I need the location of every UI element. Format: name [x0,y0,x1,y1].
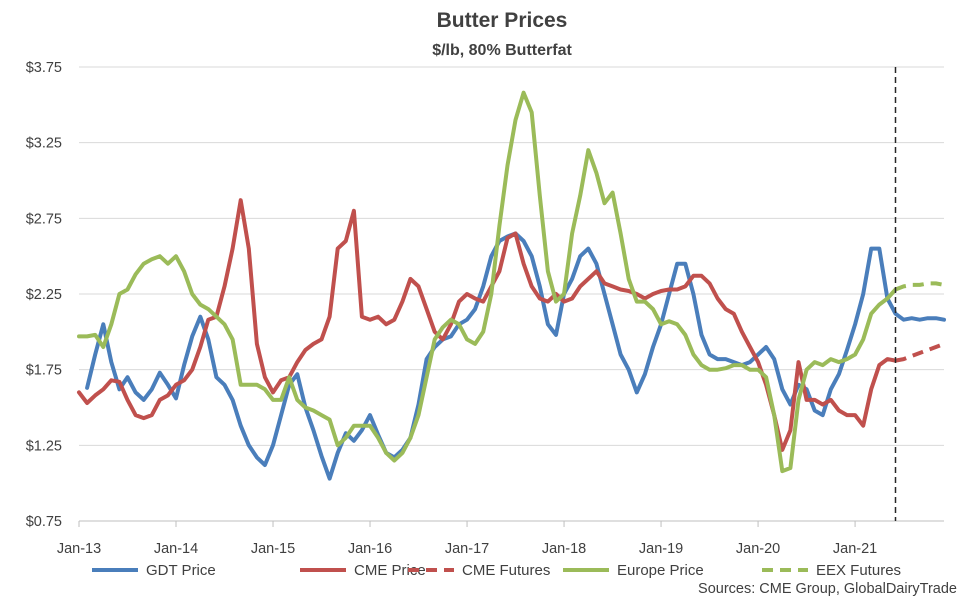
x-axis: Jan-13 Jan-14 Jan-15 Jan-16 Jan-17 Jan-18 Jan-… [57,520,944,557]
series-line-europe-price [77,90,898,474]
y-tick-label: $1.25 [26,438,62,454]
legend-label-cme-futures: CME Futures [462,562,550,579]
y-tick-label: $1.75 [26,363,62,379]
series-line-cme-futures [895,342,945,363]
source-note: Sources: CME Group, GlobalDairyTrade [698,581,957,597]
y-axis-ticks: $0.75 $1.25 $1.75 $2.25 $2.75 $3.25 $3.75 [26,60,62,530]
x-tick-label: Jan-21 [833,541,877,557]
y-tick-label: $3.25 [26,136,62,152]
x-tick-label: Jan-16 [348,541,392,557]
x-tick-label: Jan-18 [542,541,586,557]
x-tick-label: Jan-19 [639,541,683,557]
x-tick-label: Jan-17 [445,541,489,557]
legend: GDT Price CME Price CME Futures Europe Pric… [92,562,901,579]
series-line-eex-futures [894,281,945,292]
legend-label-europe-price: Europe Price [617,562,704,579]
x-tick-label: Jan-14 [154,541,198,557]
chart-subtitle: $/lb, 80% Butterfat [432,42,572,59]
x-tick-label: Jan-20 [736,541,780,557]
y-tick-label: $2.25 [26,287,62,303]
x-tick-label: Jan-15 [251,541,295,557]
series-lines [77,90,946,481]
y-tick-label: $3.75 [26,60,62,76]
y-tick-label: $0.75 [26,514,62,530]
legend-label-cme-price: CME Price [354,562,426,579]
legend-label-gdt-price: GDT Price [146,562,216,579]
legend-label-eex-futures: EEX Futures [816,562,901,579]
y-tick-label: $2.75 [26,211,62,227]
chart-title: Butter Prices [437,9,568,32]
x-tick-label: Jan-13 [57,541,101,557]
